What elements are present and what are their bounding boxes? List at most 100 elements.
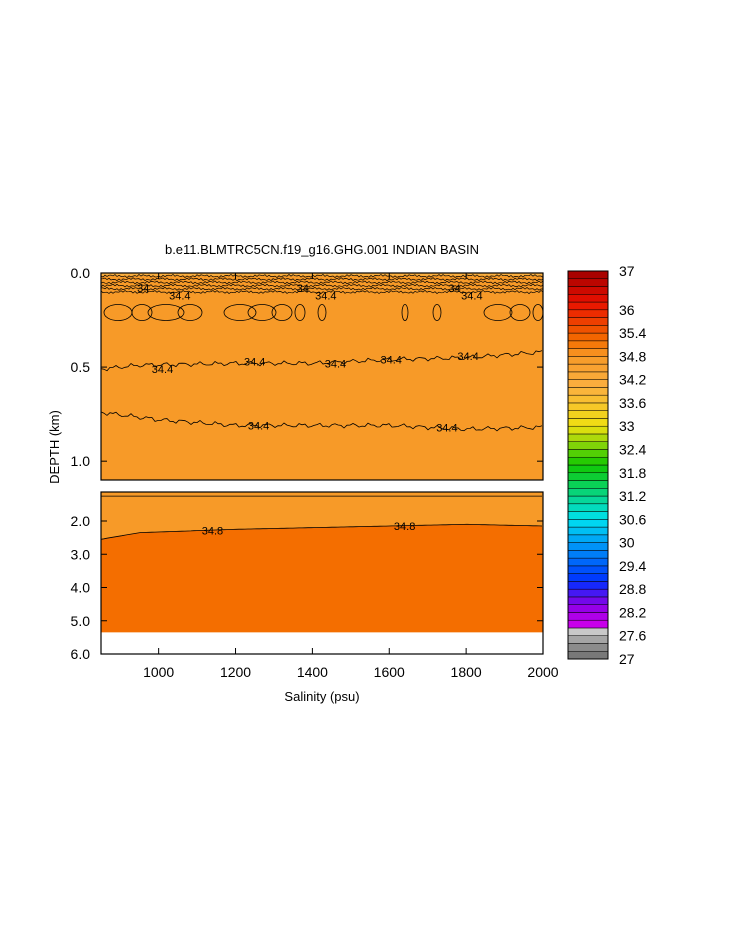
colorbar-swatch [567,627,609,636]
y-tick-label: 6.0 [71,646,91,662]
colorbar-swatch [567,596,609,605]
contour-label: 34.8 [394,521,415,533]
eddy-contour [294,304,306,321]
colorbar-swatch [567,410,609,419]
upper-panel-frame [100,272,544,481]
contour-label: 34.4 [436,422,457,434]
eddy-contour [247,304,277,321]
colorbar-swatch [567,387,609,396]
y-axis-label: DEPTH (km) [47,410,62,484]
eddy-contour [223,304,257,321]
contour-label: 34.4 [248,420,269,432]
no-data-region [101,632,543,654]
contour-label: 34.4 [169,291,190,303]
y-tick-label: 0.5 [71,359,91,375]
colorbar-swatch [567,278,609,287]
surface-contour-line [100,280,544,285]
colorbar-swatch [567,286,609,295]
contour-label: 34 [137,283,149,295]
surface-fill-band [101,273,543,276]
colorbar-swatch [567,317,609,326]
contour-line-34-4 [100,411,543,432]
eddy-contour [483,304,513,321]
colorbar-swatch [567,472,609,481]
y-tick-label: 2.0 [71,513,91,529]
y-tick-label: 0.0 [71,265,91,281]
colorbar-swatch [567,612,609,621]
colorbar-swatch [567,550,609,559]
colorbar-swatch [567,449,609,458]
colorbar-swatch [567,433,609,442]
colorbar-tick-label: 28.2 [619,604,646,620]
colorbar-tick-label: 36 [619,302,635,318]
colorbar-tick-label: 32.4 [619,441,646,457]
eddy-contour [432,304,442,321]
x-tick-label: 2000 [527,664,558,680]
x-tick-label: 1200 [220,664,251,680]
colorbar-swatch [567,356,609,365]
surface-contour-line [100,286,543,291]
colorbar-swatch [567,650,609,660]
colorbar-swatch [567,441,609,450]
colorbar-swatch [567,464,609,474]
colorbar-swatch [567,456,609,466]
surface-contour-line [100,273,544,279]
colorbar-tick-label: 34.8 [619,348,646,364]
colorbar-swatch [567,371,609,380]
colorbar-swatch [567,425,609,435]
colorbar-swatch [567,604,609,613]
colorbar-swatch [567,402,609,411]
eddy-contour [509,304,531,321]
colorbar-swatch [567,270,609,280]
colorbar-tick-label: 28.8 [619,581,646,597]
colorbar-swatch [567,542,609,551]
contour-label: 34.4 [325,358,346,370]
colorbar-swatch [567,557,609,567]
contour-label: 34.4 [457,351,478,363]
colorbar-swatch [567,488,609,497]
lower-panel-frame [100,491,544,655]
colorbar-tick-label: 34.2 [619,372,646,388]
contour-label: 34.4 [380,355,401,367]
eddy-contour [131,304,153,321]
colorbar-swatch [567,581,609,590]
colorbar-swatch [567,394,609,404]
contour-label: 34.4 [461,291,482,303]
colorbar-swatch [567,379,609,388]
colorbar-swatch [567,309,609,318]
contour-label: 34.8 [202,525,223,537]
x-tick-label: 1400 [297,664,328,680]
x-tick-label: 1600 [374,664,405,680]
colorbar-swatch [567,573,609,582]
colorbar-swatch [567,301,609,311]
colorbar-swatch [567,588,609,598]
colorbar-tick-label: 35.4 [619,325,646,341]
x-axis: 1000 1200 1400 1600 1800 2000 [143,273,559,680]
contour-line-34-8 [100,523,543,540]
colorbar-tick-label: 30.6 [619,511,646,527]
colorbar-tick-label: 31.8 [619,465,646,481]
colorbar-tick-label: 31.2 [619,488,646,504]
chart-title: b.e11.BLMTRC5CN.f19_g16.GHG.001 INDIAN B… [165,242,479,257]
lower-panel: 34.8 34.8 2.0 3.0 4.0 5.0 6.0 [71,491,544,662]
colorbar: 37 36 35.4 34.8 34.2 33.6 33 32.4 31.8 31.2 30.6 30… [567,263,646,667]
colorbar-tick-label: 27.6 [619,628,646,644]
colorbar-swatch [567,565,609,574]
colorbar-swatch [567,534,609,543]
colorbar-swatch [567,294,609,303]
x-tick-label: 1800 [451,664,482,680]
colorbar-swatch [567,526,609,536]
deep-water-fill [101,524,543,633]
surface-contour-line [100,283,544,288]
upper-panel-fill [101,273,543,480]
colorbar-swatch [567,519,609,528]
contour-label: 34 [448,283,460,295]
colorbar-tick-label: 27 [619,651,635,667]
y-tick-label: 4.0 [71,580,91,596]
colorbar-swatch [567,635,609,644]
colorbar-tick-label: 37 [619,263,635,279]
contour-label: 34.4 [315,291,336,303]
colorbar-frame [567,270,609,660]
colorbar-swatch [567,503,609,512]
